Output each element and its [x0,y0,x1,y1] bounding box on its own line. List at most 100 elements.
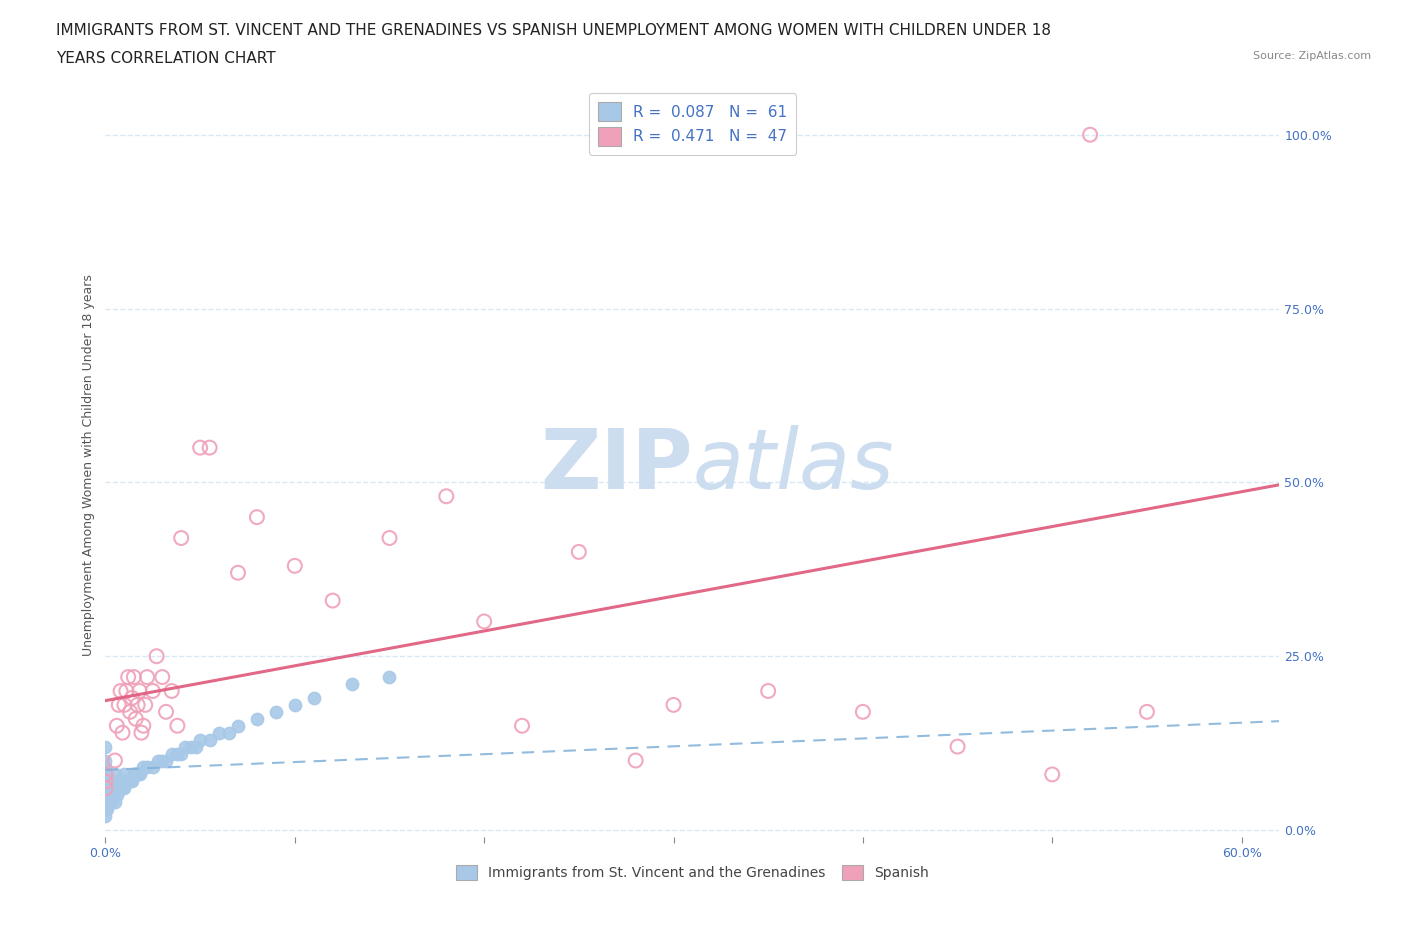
Point [115,684,138,698]
Point [166,718,188,733]
Point [1136,704,1159,719]
Point [246,711,269,726]
Point [434,489,457,504]
Point [208,725,231,740]
Point [127,698,149,712]
Point [340,677,363,692]
Point [112,781,135,796]
Point [155,753,177,768]
Point [98,795,121,810]
Point [94,760,117,775]
Point [170,531,193,546]
Point [128,684,150,698]
Point [94,739,117,754]
Point [94,774,117,789]
Point [125,767,148,782]
Point [174,739,197,754]
Point [96,802,118,817]
Point [100,781,122,796]
Point [145,649,167,664]
Point [198,440,221,455]
Point [94,781,117,796]
Point [98,788,121,803]
Point [121,774,143,789]
Point [96,781,118,796]
Point [136,760,159,775]
Point [128,767,150,782]
Y-axis label: Unemployment Among Women with Children Under 18 years: Unemployment Among Women with Children U… [82,274,96,656]
Point [756,684,779,698]
Point [105,718,128,733]
Point [150,670,173,684]
Point [170,746,193,761]
Point [104,795,127,810]
Point [110,774,132,789]
Point [188,440,211,455]
Point [302,690,325,705]
Point [946,739,969,754]
Point [226,718,249,733]
Point [127,767,149,782]
Point [98,774,121,789]
Point [155,704,177,719]
Point [148,753,170,768]
Point [104,753,127,768]
Point [94,788,117,803]
Point [568,544,591,559]
Point [160,684,183,698]
Point [107,781,129,796]
Point [94,781,117,796]
Text: Source: ZipAtlas.com: Source: ZipAtlas.com [1253,51,1371,61]
Point [101,774,124,789]
Point [160,746,183,761]
Legend: Immigrants from St. Vincent and the Grenadines, Spanish: Immigrants from St. Vincent and the Gren… [450,860,935,886]
Point [100,795,122,810]
Point [1040,767,1063,782]
Point [132,718,155,733]
Point [111,781,134,796]
Point [472,614,495,629]
Point [117,774,139,789]
Point [218,725,240,740]
Point [226,565,249,580]
Point [131,725,153,740]
Point [142,760,165,775]
Point [378,670,401,684]
Point [96,788,118,803]
Point [624,753,647,768]
Point [115,774,138,789]
Point [150,753,173,768]
Point [110,684,132,698]
Point [180,739,202,754]
Point [104,781,127,796]
Point [132,760,155,775]
Point [112,698,135,712]
Point [125,711,148,726]
Point [198,732,221,747]
Point [166,746,188,761]
Point [662,698,685,712]
Point [322,593,344,608]
Point [142,684,165,698]
Point [117,670,139,684]
Text: ZIP: ZIP [540,424,693,506]
Point [284,558,307,573]
Point [378,531,401,546]
Point [852,704,875,719]
Point [121,690,143,705]
Text: atlas: atlas [693,424,894,506]
Point [96,767,118,782]
Point [94,795,117,810]
Point [94,774,117,789]
Point [264,704,287,719]
Point [246,510,269,525]
Point [284,698,307,712]
Point [94,767,117,782]
Point [107,698,129,712]
Text: IMMIGRANTS FROM ST. VINCENT AND THE GRENADINES VS SPANISH UNEMPLOYMENT AMONG WOM: IMMIGRANTS FROM ST. VINCENT AND THE GREN… [56,23,1052,38]
Point [120,774,142,789]
Point [112,767,135,782]
Point [111,725,134,740]
Point [101,788,124,803]
Point [1078,127,1101,142]
